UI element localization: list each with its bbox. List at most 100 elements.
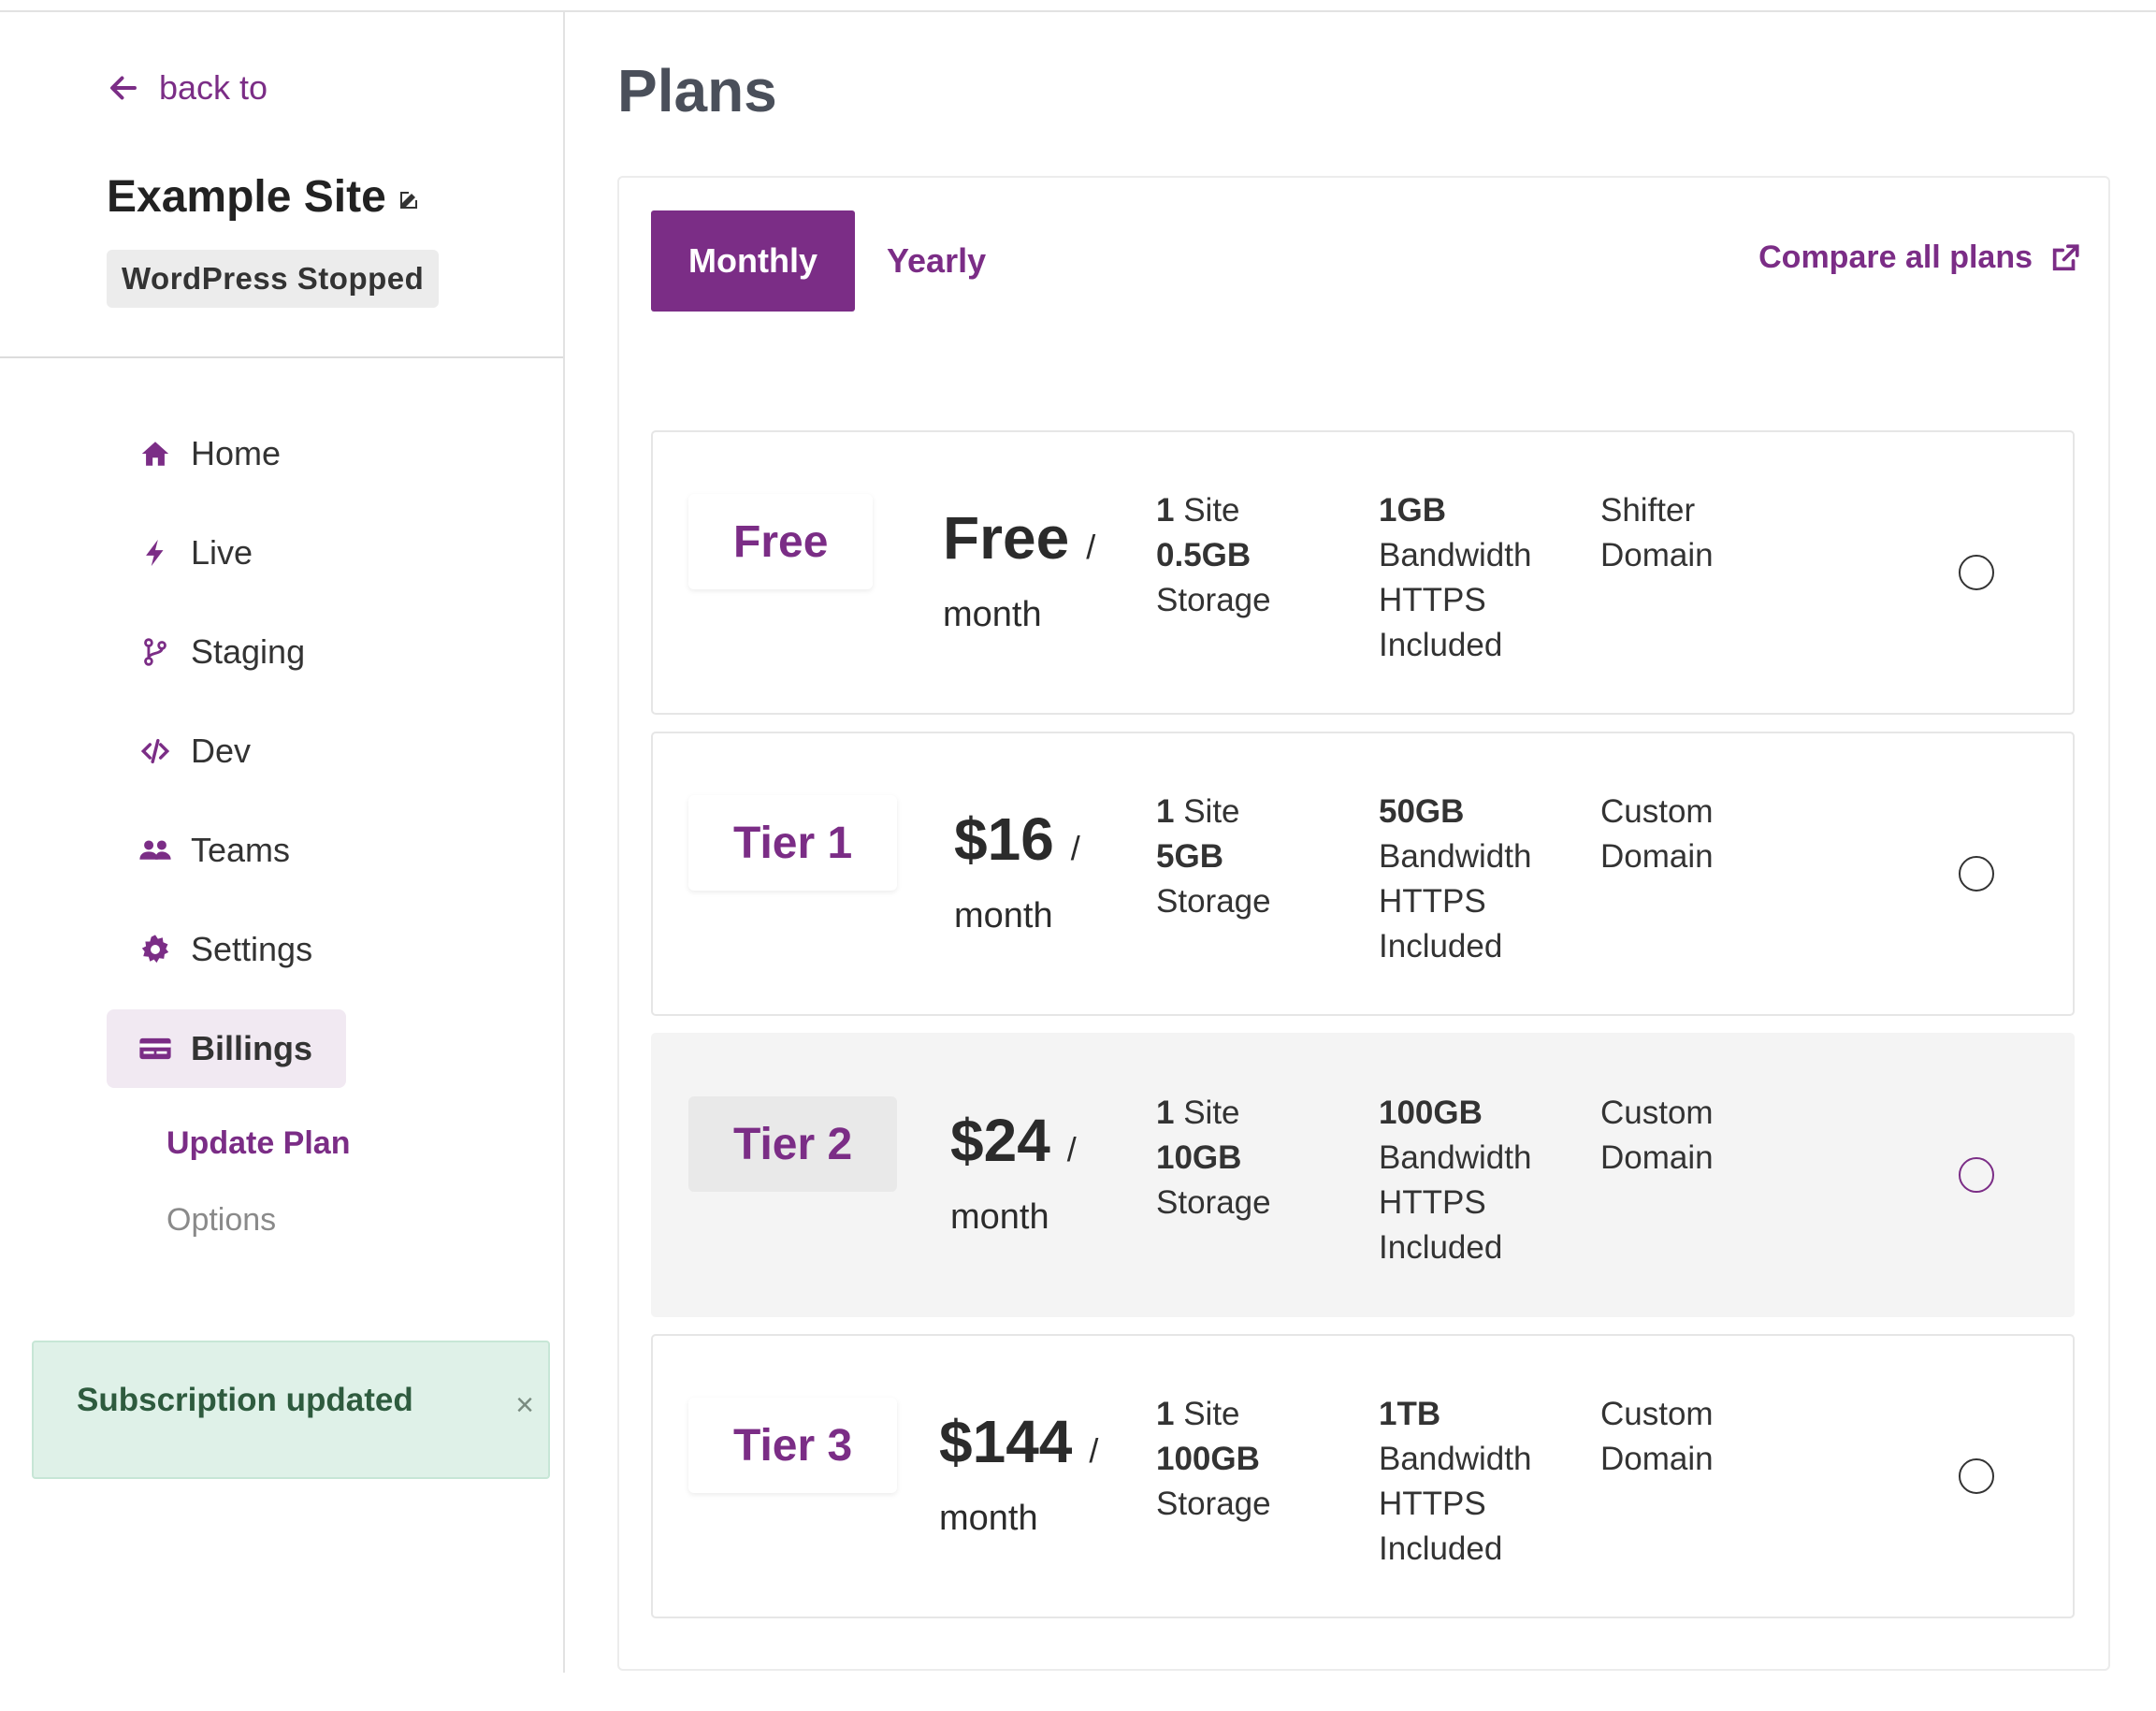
sidebar-item-dev[interactable]: Dev (107, 712, 251, 790)
bandwidth-value: 1TB (1379, 1396, 1441, 1432)
plan-price: $16 / month (954, 805, 1179, 936)
storage-label: Storage (1156, 883, 1271, 920)
plan-name: Tier 3 (688, 1398, 898, 1493)
sidebar: back to Example Site WordPress Stopped H… (0, 12, 565, 1673)
https-label: HTTPS (1379, 582, 1486, 618)
domain-line-1: Custom (1600, 793, 1714, 830)
plan-name: Free (688, 494, 874, 589)
plan-row-tier-1[interactable]: Tier 1 $16 / month 1 Site 5GB Storage 50G… (651, 732, 2075, 1016)
plan-bandwidth: 1TB Bandwidth HTTPS Included (1379, 1392, 1531, 1572)
plan-sites-storage: 1 Site 0.5GB Storage (1156, 488, 1271, 623)
https-included: Included (1379, 627, 1503, 663)
sidebar-item-label: Billings (191, 1029, 313, 1067)
close-icon[interactable]: × (515, 1387, 534, 1423)
sidebar-item-home[interactable]: Home (107, 414, 281, 493)
sidebar-item-label: Teams (191, 831, 291, 869)
plan-price: Free / month (943, 503, 1167, 635)
back-link[interactable]: back to (107, 68, 268, 108)
sidebar-item-label: Home (191, 434, 282, 472)
sidebar-item-live[interactable]: Live (107, 514, 253, 592)
plan-row-tier-3[interactable]: Tier 3 $144/ month 1 Site 100GB Storage … (651, 1334, 2075, 1618)
billing-icon (138, 1032, 172, 1066)
plan-row-free[interactable]: Free Free / month 1 Site 0.5GB Storage 1G… (651, 430, 2075, 715)
sites-unit: Site (1183, 1396, 1240, 1432)
site-header: back to Example Site WordPress Stopped (0, 12, 563, 358)
code-icon (138, 734, 172, 768)
plan-price: $144 / month (939, 1407, 1164, 1539)
storage-label: Storage (1156, 582, 1271, 618)
plan-sites-storage: 1 Site 10GB Storage (1156, 1091, 1271, 1225)
edit-icon[interactable] (398, 189, 420, 211)
page-title: Plans (617, 57, 777, 124)
bandwidth-value: 1GB (1379, 492, 1446, 529)
bandwidth-value: 100GB (1379, 1095, 1483, 1131)
bandwidth-label: Bandwidth (1379, 1139, 1532, 1176)
status-badge: WordPress Stopped (107, 250, 440, 308)
storage-label: Storage (1156, 1184, 1271, 1221)
storage-value: 5GB (1156, 838, 1223, 875)
plan-domain: Custom Domain (1600, 790, 1714, 879)
price-amount: $16 (954, 805, 1054, 873)
price-amount: Free (943, 504, 1070, 572)
gear-icon (138, 933, 172, 966)
plan-sites-storage: 1 Site 5GB Storage (1156, 790, 1271, 924)
plan-radio[interactable] (1959, 1458, 1994, 1494)
bandwidth-label: Bandwidth (1379, 1441, 1532, 1477)
compare-plans-link[interactable]: Compare all plans (1758, 239, 2081, 276)
plan-row-tier-2[interactable]: Tier 2 $24 / month 1 Site 10GB Storage 10… (651, 1033, 2075, 1317)
plan-radio[interactable] (1959, 555, 1994, 590)
domain-line-1: Shifter (1600, 492, 1696, 529)
https-included: Included (1379, 928, 1503, 964)
sites-unit: Site (1183, 492, 1240, 529)
bandwidth-label: Bandwidth (1379, 838, 1532, 875)
tab-monthly[interactable]: Monthly (651, 210, 855, 312)
sidebar-item-label: Dev (191, 732, 252, 770)
domain-line-2: Domain (1600, 838, 1714, 875)
price-period: month (943, 595, 1042, 634)
site-title: Example Site (107, 171, 420, 223)
plan-name: Tier 1 (688, 795, 898, 891)
storage-value: 0.5GB (1156, 537, 1252, 573)
branch-icon (138, 635, 172, 669)
price-period: month (954, 896, 1053, 935)
users-icon (138, 834, 172, 867)
https-label: HTTPS (1379, 1184, 1486, 1221)
plan-sites-storage: 1 Site 100GB Storage (1156, 1392, 1271, 1527)
sidebar-item-teams[interactable]: Teams (107, 811, 290, 890)
plan-domain: Shifter Domain (1600, 488, 1714, 578)
bandwidth-value: 50GB (1379, 793, 1465, 830)
sidebar-item-staging[interactable]: Staging (107, 613, 305, 691)
price-amount: $144 (939, 1408, 1073, 1475)
sites-count: 1 (1156, 492, 1175, 529)
https-label: HTTPS (1379, 1486, 1486, 1522)
plans-card (617, 176, 2110, 1671)
top-divider (0, 0, 2156, 12)
domain-line-2: Domain (1600, 537, 1714, 573)
bandwidth-label: Bandwidth (1379, 537, 1532, 573)
sidebar-item-billings[interactable]: Billings (107, 1009, 347, 1088)
plan-radio[interactable] (1959, 1157, 1994, 1193)
https-label: HTTPS (1379, 883, 1486, 920)
price-slash: / (1089, 1431, 1099, 1470)
external-link-icon (2052, 243, 2079, 270)
sites-unit: Site (1183, 1095, 1240, 1131)
sidebar-item-settings[interactable]: Settings (107, 910, 312, 989)
sub-item-update-plan[interactable]: Update Plan (166, 1125, 351, 1161)
price-slash: / (1086, 528, 1096, 566)
sites-unit: Site (1183, 793, 1240, 830)
price-slash: / (1066, 1130, 1077, 1168)
price-period: month (950, 1197, 1049, 1237)
back-label: back to (159, 68, 268, 107)
sites-count: 1 (1156, 1095, 1175, 1131)
storage-label: Storage (1156, 1486, 1271, 1522)
price-slash: / (1070, 829, 1080, 867)
plan-price: $24 / month (950, 1106, 1175, 1238)
plan-domain: Custom Domain (1600, 1392, 1714, 1482)
plan-radio[interactable] (1959, 856, 1994, 892)
sidebar-item-label: Live (191, 533, 253, 572)
plan-bandwidth: 50GB Bandwidth HTTPS Included (1379, 790, 1531, 969)
sub-item-options[interactable]: Options (166, 1202, 277, 1238)
tab-yearly[interactable]: Yearly (887, 241, 987, 280)
sidebar-item-label: Settings (191, 930, 313, 968)
compare-plans-label: Compare all plans (1758, 239, 2033, 275)
